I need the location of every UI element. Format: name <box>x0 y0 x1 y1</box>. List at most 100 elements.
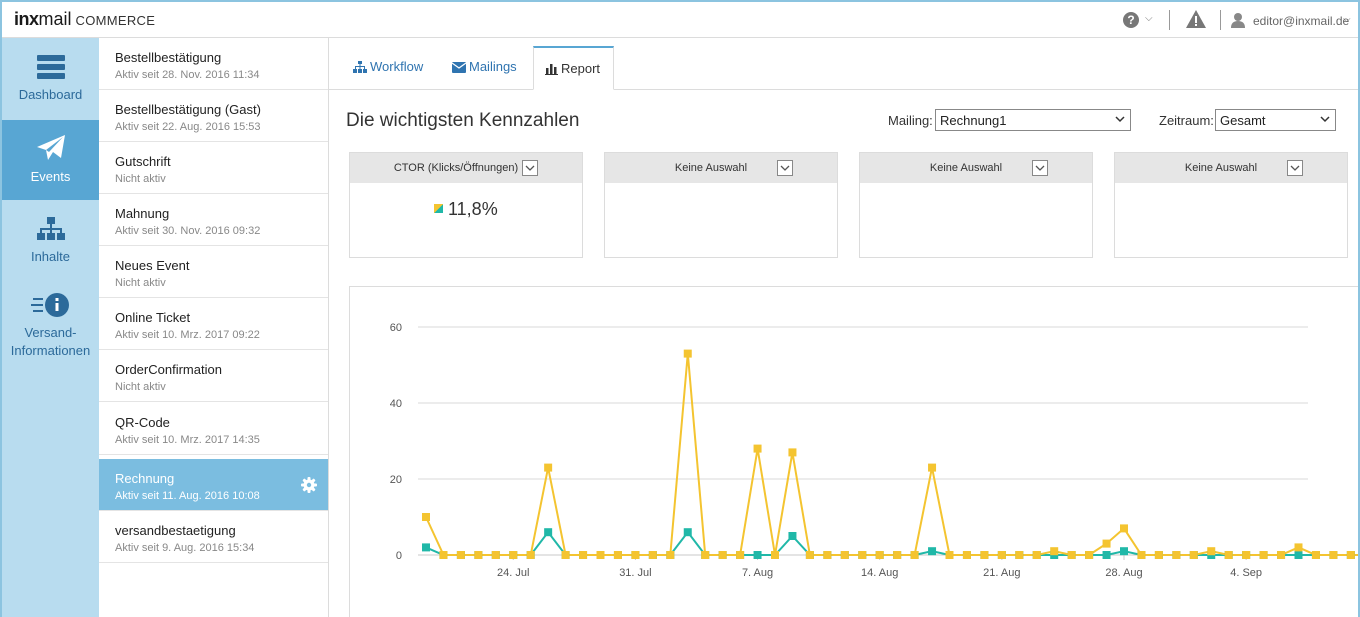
paper-plane-icon <box>36 135 65 160</box>
data-point <box>613 551 622 559</box>
kpi-header: CTOR (Klicks/Öffnungen) <box>350 153 582 183</box>
event-status: Aktiv seit 9. Aug. 2016 15:34 <box>115 542 255 554</box>
data-point <box>805 551 814 559</box>
list-item[interactable]: Online Ticket Aktiv seit 10. Mrz. 2017 0… <box>99 298 328 350</box>
data-point <box>701 551 710 559</box>
nav-item-events[interactable]: Events <box>2 120 99 200</box>
data-point <box>1120 524 1128 533</box>
data-point <box>753 551 762 559</box>
kpi-dropdown[interactable] <box>1032 160 1048 176</box>
event-status: Aktiv seit 10. Mrz. 2017 14:35 <box>115 434 260 446</box>
list-item[interactable]: OrderConfirmation Nicht aktiv <box>99 350 328 402</box>
data-point <box>1294 543 1303 552</box>
bar-chart-icon <box>545 64 558 75</box>
list-item[interactable]: QR-Code Aktiv seit 10. Mrz. 2017 14:35 <box>99 403 328 455</box>
data-point <box>1224 551 1233 559</box>
list-item[interactable]: Bestellbestätigung (Gast) Aktiv seit 22.… <box>99 90 328 142</box>
event-name: OrderConfirmation <box>115 362 222 377</box>
chevron-down-icon <box>780 165 790 171</box>
event-status: Aktiv seit 10. Mrz. 2017 09:22 <box>115 329 260 341</box>
list-item[interactable]: versandbestaetigung Aktiv seit 9. Aug. 2… <box>99 511 328 563</box>
data-point <box>544 463 553 472</box>
data-point <box>980 551 989 559</box>
period-select[interactable]: Gesamt <box>1215 109 1336 131</box>
nav-item-versand-informationen[interactable]: Versand- Informationen <box>2 284 99 370</box>
data-point <box>1120 547 1128 556</box>
warning-triangle-icon[interactable] <box>1185 9 1207 29</box>
kpi-dropdown[interactable] <box>522 160 538 176</box>
user-icon[interactable] <box>1230 12 1246 28</box>
data-point <box>1311 551 1320 559</box>
divider <box>1220 10 1221 30</box>
list-item[interactable]: Mahnung Aktiv seit 30. Nov. 2016 09:32 <box>99 194 328 246</box>
data-point <box>1329 551 1338 559</box>
data-point <box>596 551 605 559</box>
kpi-title: Keine Auswahl <box>929 162 1003 174</box>
data-point <box>561 551 570 559</box>
data-point <box>1259 551 1268 559</box>
nav-label: Inhalte <box>30 249 71 264</box>
data-point <box>1154 551 1163 559</box>
data-point <box>1294 551 1303 559</box>
event-status: Nicht aktiv <box>115 277 166 289</box>
data-point <box>526 551 535 559</box>
question-circle-icon[interactable]: ? <box>1123 12 1139 28</box>
event-name: Neues Event <box>115 258 190 273</box>
event-name: Mahnung <box>115 206 170 221</box>
data-point <box>1102 551 1111 559</box>
event-name: QR-Code <box>115 415 170 430</box>
data-point <box>1032 551 1041 559</box>
list-item-selected[interactable]: Rechnung Aktiv seit 11. Aug. 2016 10:08 <box>99 459 328 511</box>
y-tick-label: 60 <box>390 322 402 334</box>
kpi-dropdown[interactable] <box>777 160 793 176</box>
event-name: Bestellbestätigung <box>115 50 222 65</box>
tab-mailings[interactable]: Mailings <box>451 46 517 90</box>
data-point <box>736 551 745 559</box>
data-point <box>928 547 937 556</box>
data-point <box>491 551 500 559</box>
sitemap-icon <box>353 61 367 73</box>
chevron-down-icon <box>1320 116 1330 123</box>
data-point <box>648 551 657 559</box>
data-point <box>840 551 849 559</box>
x-tick-label: 31. Jul <box>619 567 651 579</box>
data-point <box>788 448 797 457</box>
tab-report[interactable]: Report <box>533 46 614 90</box>
tab-bar: Workflow Mailings Report <box>329 38 1358 90</box>
page-title: Die wichtigsten Kennzahlen <box>346 110 580 131</box>
event-status: Aktiv seit 11. Aug. 2016 10:08 <box>115 490 260 502</box>
event-name: versandbestaetigung <box>115 523 236 538</box>
data-point <box>1015 551 1024 559</box>
divider <box>1169 10 1170 30</box>
tab-workflow[interactable]: Workflow <box>353 46 423 90</box>
list-item[interactable]: Bestellbestätigung Aktiv seit 28. Nov. 2… <box>99 38 328 90</box>
mailing-select[interactable]: Rechnung1 <box>935 109 1131 131</box>
event-name: Gutschrift <box>115 154 171 169</box>
kpi-dropdown[interactable] <box>1287 160 1303 176</box>
data-point <box>544 528 553 537</box>
list-item[interactable]: Gutschrift Nicht aktiv <box>99 142 328 194</box>
event-status: Aktiv seit 22. Aug. 2016 15:53 <box>115 121 261 133</box>
user-chevron-down-icon[interactable]: ⌵ <box>1343 14 1351 25</box>
data-point <box>1137 551 1146 559</box>
gear-icon[interactable] <box>301 477 317 493</box>
y-tick-label: 40 <box>390 398 402 410</box>
data-point <box>683 528 692 537</box>
nav-label: Versand- Informationen <box>10 325 91 358</box>
event-status: Aktiv seit 30. Nov. 2016 09:32 <box>115 225 261 237</box>
nav-item-inhalte[interactable]: Inhalte <box>2 202 99 282</box>
data-point <box>753 444 762 453</box>
x-tick-label: 24. Jul <box>497 567 529 579</box>
mailing-label: Mailing: <box>888 113 933 128</box>
x-tick-label: 4. Sep <box>1230 567 1262 579</box>
line-chart: 0 20 40 60 24. Jul 31. Jul 7. Aug 14. Aug 21. Au… <box>390 322 1358 579</box>
nav-item-dashboard[interactable]: Dashboard <box>2 38 99 118</box>
chevron-down-icon <box>1290 165 1300 171</box>
help-chevron-down-icon[interactable]: ⌵ <box>1145 13 1153 24</box>
dashboard-icon <box>36 55 65 79</box>
chevron-down-icon <box>1115 116 1125 123</box>
event-status: Nicht aktiv <box>115 173 166 185</box>
chart-container: 0 20 40 60 24. Jul 31. Jul 7. Aug 14. Aug 21. Au… <box>349 286 1358 617</box>
user-email[interactable]: editor@inxmail.de <box>1253 14 1350 28</box>
list-item[interactable]: Neues Event Nicht aktiv <box>99 246 328 298</box>
